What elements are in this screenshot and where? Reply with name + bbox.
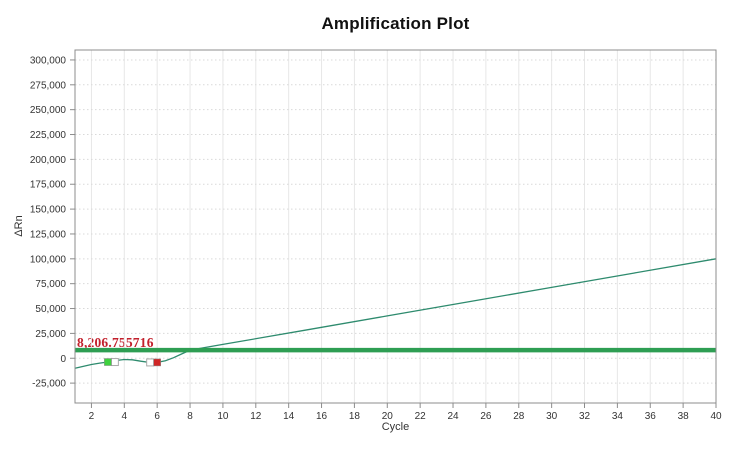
y-tick-label: 25,000 — [35, 329, 66, 340]
y-tick-label: 275,000 — [30, 80, 67, 91]
threshold-value-label: 8,206.755716 — [77, 335, 154, 350]
x-tick-label: 14 — [283, 411, 295, 422]
x-tick-label: 18 — [349, 411, 361, 422]
y-tick-label: 150,000 — [30, 205, 67, 216]
y-tick-label: 200,000 — [30, 155, 67, 166]
x-tick-label: 38 — [678, 411, 690, 422]
x-tick-label: 16 — [316, 411, 328, 422]
y-tick-label: 50,000 — [35, 304, 66, 315]
x-tick-label: 22 — [415, 411, 427, 422]
chart-title: Amplification Plot — [321, 14, 470, 33]
x-tick-label: 12 — [250, 411, 262, 422]
y-tick-label: 175,000 — [30, 180, 67, 191]
threshold-handle-right[interactable] — [153, 358, 161, 367]
x-tick-label: 32 — [579, 411, 591, 422]
y-tick-label: 100,000 — [30, 254, 67, 265]
x-tick-label: 26 — [480, 411, 492, 422]
x-tick-label: 30 — [546, 411, 558, 422]
y-tick-label: 300,000 — [30, 55, 67, 66]
y-tick-label: 250,000 — [30, 105, 67, 116]
y-tick-label: 225,000 — [30, 130, 67, 141]
threshold-handle-left-ghost — [110, 358, 119, 367]
y-tick-label: 75,000 — [35, 279, 66, 290]
threshold-handle-left[interactable] — [104, 358, 112, 366]
plot-border — [74, 49, 717, 404]
x-tick-label: 2 — [89, 411, 95, 422]
x-tick-label: 34 — [612, 411, 624, 422]
y-tick-label: 0 — [60, 354, 66, 365]
x-tick-label: 20 — [382, 411, 394, 422]
y-tick-label: 125,000 — [30, 229, 67, 240]
threshold-handle-right-ghost — [146, 358, 155, 367]
x-tick-label: 10 — [217, 411, 229, 422]
x-tick-label: 40 — [710, 411, 722, 422]
x-tick-label: 4 — [122, 411, 128, 422]
amplification-curve — [74, 258, 717, 369]
x-tick-label: 24 — [447, 411, 459, 422]
x-tick-label: 6 — [154, 411, 160, 422]
x-axis-label: Cycle — [381, 421, 410, 433]
y-tick-label: -25,000 — [32, 379, 66, 390]
x-tick-label: 28 — [513, 411, 525, 422]
x-tick-label: 36 — [645, 411, 657, 422]
x-tick-label: 8 — [187, 411, 193, 422]
